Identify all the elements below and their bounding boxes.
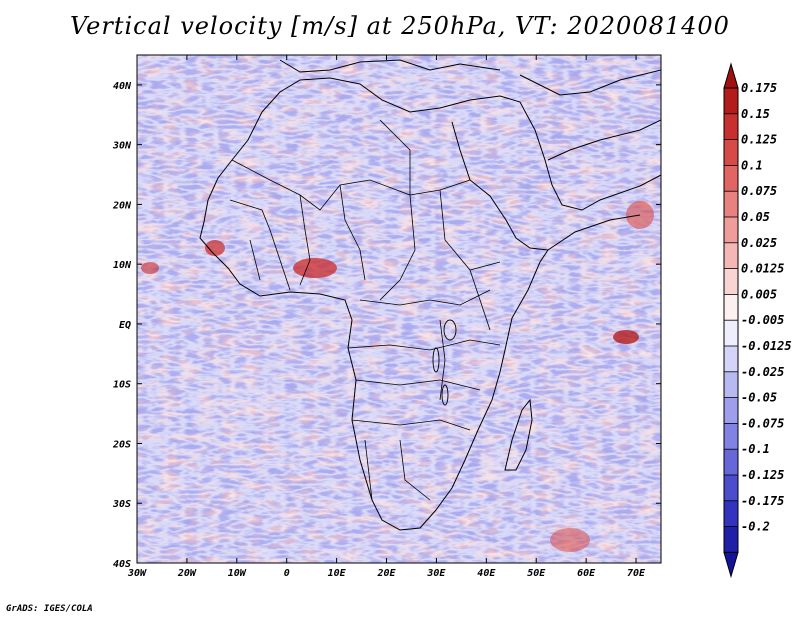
country-borders [229,119,501,501]
lon-tick-label: 70E [627,568,646,579]
lat-tick-label: 30N [112,141,132,152]
lakes [432,319,457,406]
colorbar-segment [724,268,738,295]
colorbar-segment [724,500,738,527]
colorbar-label: -0.025 [741,365,784,379]
colorbar-label: 0.0125 [741,262,784,276]
updraft-spot-guinea [205,240,225,256]
colorbar-segment [724,242,738,269]
lon-tick-label: 0 [284,568,290,579]
colorbar-label: -0.1 [741,442,770,456]
colorbar-label: 0.1 [741,158,763,172]
velocity-field [137,55,661,563]
colorbar-segment [724,191,738,217]
lon-tick-label: 50E [527,568,546,579]
colorbar-segment [724,294,738,321]
colorbar-segment [724,113,738,140]
colorbar-label: 0.05 [741,210,770,224]
colorbar-label: 0.005 [741,287,777,301]
colorbar-segment [724,371,738,398]
coastlines [199,59,661,531]
lon-tick-label: 10E [328,568,347,579]
lat-tick-label: 10N [113,260,132,271]
colorbar-label: -0.2 [741,520,770,534]
latitude-axis: 40N 30N 20N 10N EQ 10S 20S 30S 40S [112,81,661,570]
updraft-spot-south-atlantic [550,528,590,552]
updraft-spot-indian-ocean [613,330,639,344]
colorbar-bottom-arrow [723,551,739,579]
lat-tick-label: 20S [112,439,131,450]
colorbar-segment [724,423,738,450]
colorbar: 0.175 0.15 0.125 0.1 0.075 0.05 0.025 0.0125 0.0… [723,62,792,579]
colorbar-label: 0.075 [741,184,777,198]
colorbar-label: -0.075 [741,416,784,430]
colorbar-segment [724,217,738,243]
updraft-spot-west-africa [293,258,337,278]
lon-tick-label: 30W [127,568,147,579]
colorbar-segment [724,88,738,114]
colorbar-segment [724,526,738,553]
colorbar-label: 0.125 [741,133,777,147]
longitude-axis: 30W 20W 10W 0 10E 20E 30E 40E 50E 60E 70E [127,55,646,579]
colorbar-label: 0.025 [741,236,777,250]
colorbar-segment [724,449,738,475]
colorbar-label: -0.175 [741,494,784,508]
colorbar-label: -0.0125 [741,339,792,353]
lat-tick-label: 20N [112,200,132,211]
lon-tick-label: 20E [376,568,396,579]
lon-tick-label: 40E [477,568,496,579]
lon-tick-label: 30E [426,568,446,579]
colorbar-segment [724,475,738,501]
colorbar-segment [724,397,738,424]
colorbar-segment [724,346,738,372]
colorbar-label: 0.175 [741,81,777,95]
colorbar-segment [724,165,738,192]
lat-tick-label: 30S [112,499,131,510]
lon-tick-label: 10W [228,568,247,579]
colorbar-segment [724,320,738,346]
lat-tick-label: EQ [119,320,131,331]
plot-frame [136,54,662,564]
colorbar-label: -0.05 [741,391,777,405]
lat-tick-label: 10S [113,380,131,391]
lon-tick-label: 20W [177,568,197,579]
colorbar-top-arrow [723,62,739,89]
chart-title: Vertical velocity [m/s] at 250hPa, VT: 2… [70,12,730,40]
colorbar-label: 0.15 [741,107,770,121]
lat-tick-label: 40S [113,559,131,570]
colorbar-label: -0.005 [741,313,784,327]
colorbar-label: -0.125 [741,468,784,482]
lon-tick-label: 60E [577,568,596,579]
lat-tick-label: 40N [113,81,132,92]
credit-text: GrADS: IGES/COLA [6,604,93,614]
updraft-spot-atlantic [141,262,159,274]
colorbar-segment [724,139,738,166]
